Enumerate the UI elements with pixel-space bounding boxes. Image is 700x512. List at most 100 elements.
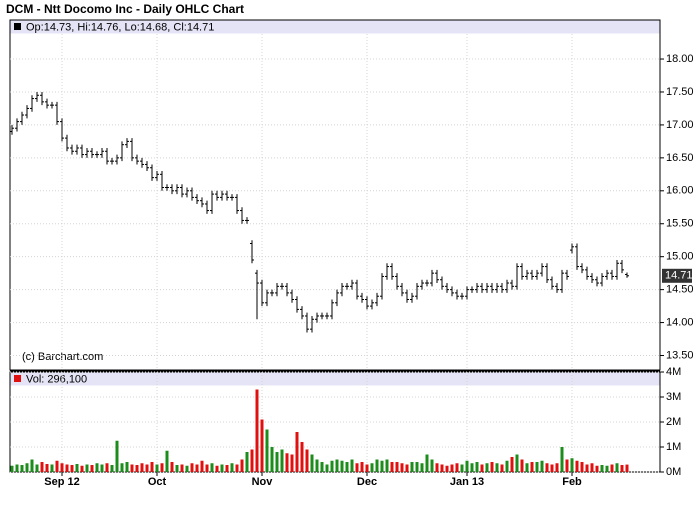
volume-bar bbox=[220, 464, 224, 472]
volume-bar bbox=[20, 465, 24, 472]
volume-bar bbox=[265, 429, 269, 472]
chart-title: DCM - Ntt Docomo Inc - Daily OHLC Chart bbox=[6, 2, 244, 16]
volume-legend: Vol: 296,100 bbox=[26, 373, 87, 385]
volume-bar bbox=[595, 465, 599, 472]
volume-bar bbox=[315, 459, 319, 472]
volume-bar bbox=[230, 463, 234, 472]
volume-bar bbox=[130, 464, 134, 472]
volume-bar bbox=[285, 453, 289, 472]
volume-bar bbox=[485, 463, 489, 472]
y-tick-label: 18.00 bbox=[666, 53, 694, 65]
volume-bar bbox=[620, 465, 624, 472]
volume-bar bbox=[330, 460, 334, 472]
volume-bar bbox=[560, 447, 564, 472]
volume-bar bbox=[475, 462, 479, 472]
volume-bar bbox=[180, 464, 184, 472]
volume-bar bbox=[10, 465, 14, 472]
volume-bar bbox=[435, 463, 439, 472]
y-tick-label: 2M bbox=[666, 416, 681, 428]
x-tick-label: Jan 13 bbox=[450, 476, 484, 488]
volume-bar bbox=[465, 460, 469, 472]
volume-bar bbox=[155, 464, 159, 472]
volume-bar bbox=[450, 464, 454, 472]
volume-bar bbox=[160, 463, 164, 472]
volume-bar bbox=[570, 458, 574, 472]
x-tick-label: Nov bbox=[252, 476, 274, 488]
volume-bar bbox=[545, 463, 549, 472]
volume-bar bbox=[30, 459, 34, 472]
volume-bar bbox=[580, 462, 584, 472]
volume-bar bbox=[555, 463, 559, 472]
volume-legend-bar bbox=[10, 372, 660, 386]
price-legend: Op:14.73, Hi:14.76, Lo:14.68, Cl:14.71 bbox=[26, 21, 214, 33]
volume-bar bbox=[200, 460, 204, 472]
volume-bar bbox=[280, 449, 284, 472]
volume-bar bbox=[45, 464, 49, 472]
y-tick-label: 4M bbox=[666, 366, 681, 378]
volume-bar bbox=[625, 464, 629, 472]
volume-bar bbox=[55, 460, 59, 472]
volume-bar bbox=[355, 463, 359, 472]
volume-bar bbox=[490, 462, 494, 472]
volume-bar bbox=[410, 462, 414, 472]
volume-bar bbox=[360, 462, 364, 472]
volume-bar bbox=[165, 450, 169, 472]
volume-bar bbox=[195, 464, 199, 472]
volume-bar bbox=[430, 459, 434, 472]
volume-bar bbox=[550, 464, 554, 472]
volume-bar bbox=[320, 462, 324, 472]
volume-bar bbox=[615, 463, 619, 472]
volume-bar bbox=[310, 454, 314, 472]
volume-bar bbox=[290, 454, 294, 472]
volume-bar bbox=[150, 462, 154, 472]
volume-bar bbox=[245, 452, 249, 472]
y-tick-label: 17.50 bbox=[666, 86, 694, 98]
price-panel bbox=[9, 19, 661, 371]
volume-bar bbox=[105, 463, 109, 472]
volume-bar bbox=[535, 462, 539, 472]
volume-bar bbox=[85, 464, 89, 472]
volume-bar bbox=[400, 463, 404, 472]
volume-bar bbox=[300, 442, 304, 472]
volume-bar bbox=[370, 463, 374, 472]
volume-bar bbox=[380, 460, 384, 472]
volume-bar bbox=[350, 459, 354, 472]
volume-bar bbox=[405, 464, 409, 472]
volume-bar bbox=[110, 465, 114, 472]
y-tick-label: 15.50 bbox=[666, 218, 694, 230]
volume-bar bbox=[260, 419, 264, 472]
volume-bar bbox=[390, 462, 394, 472]
volume-bar bbox=[75, 464, 79, 472]
volume-bar bbox=[565, 459, 569, 472]
volume-bar bbox=[415, 462, 419, 472]
volume-bar bbox=[70, 465, 74, 472]
volume-bar bbox=[90, 465, 94, 472]
x-tick-label: Feb bbox=[562, 476, 582, 488]
volume-bar bbox=[145, 464, 149, 472]
legend-icon bbox=[14, 375, 21, 382]
volume-bar bbox=[340, 460, 344, 472]
volume-bar bbox=[295, 432, 299, 472]
y-tick-label: 1M bbox=[666, 441, 681, 453]
volume-bar bbox=[235, 464, 239, 472]
volume-bar bbox=[205, 464, 209, 472]
volume-bar bbox=[445, 465, 449, 472]
volume-bar bbox=[190, 463, 194, 472]
volume-bar bbox=[590, 463, 594, 472]
volume-bar bbox=[480, 464, 484, 472]
x-tick-label: Dec bbox=[357, 476, 377, 488]
price-legend-bar bbox=[10, 20, 660, 34]
y-tick-label: 17.00 bbox=[666, 119, 694, 131]
y-tick-label: 0M bbox=[666, 466, 681, 478]
volume-bar bbox=[605, 465, 609, 472]
volume-bar bbox=[455, 463, 459, 472]
volume-bar bbox=[115, 440, 119, 472]
volume-bar bbox=[60, 463, 64, 472]
volume-bar bbox=[270, 447, 274, 472]
volume-bar bbox=[275, 452, 279, 472]
volume-bar bbox=[125, 462, 129, 472]
volume-bar bbox=[575, 460, 579, 472]
y-tick-label: 16.50 bbox=[666, 152, 694, 164]
volume-bar bbox=[140, 463, 144, 472]
